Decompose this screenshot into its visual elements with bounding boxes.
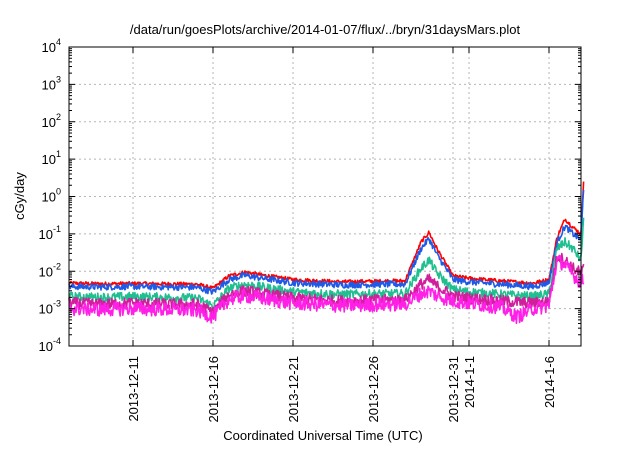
x-tick-label: 2013-12-16 [206,356,221,423]
series-line-3 [68,217,585,310]
x-tick-label: 2013-12-11 [126,356,141,422]
series-line-5 [68,254,585,325]
x-tick-label: 2014-1-6 [542,356,557,408]
series-line-2 [68,189,585,295]
series-group [68,181,585,325]
x-tick-label: 2013-12-31 [446,356,461,423]
x-tick-label: 2014-1-1 [462,356,477,408]
x-tick-label: 2013-12-26 [366,356,381,423]
chart-title: /data/run/goesPlots/archive/2014-01-07/f… [130,22,521,37]
y-axis-label: cGy/day [12,172,27,220]
x-axis-label: Coordinated Universal Time (UTC) [223,428,422,443]
x-tick-label: 2013-12-21 [286,356,301,423]
x-axis: 2013-12-11 2013-12-16 2013-12-21 2013-12-26… [126,47,557,423]
